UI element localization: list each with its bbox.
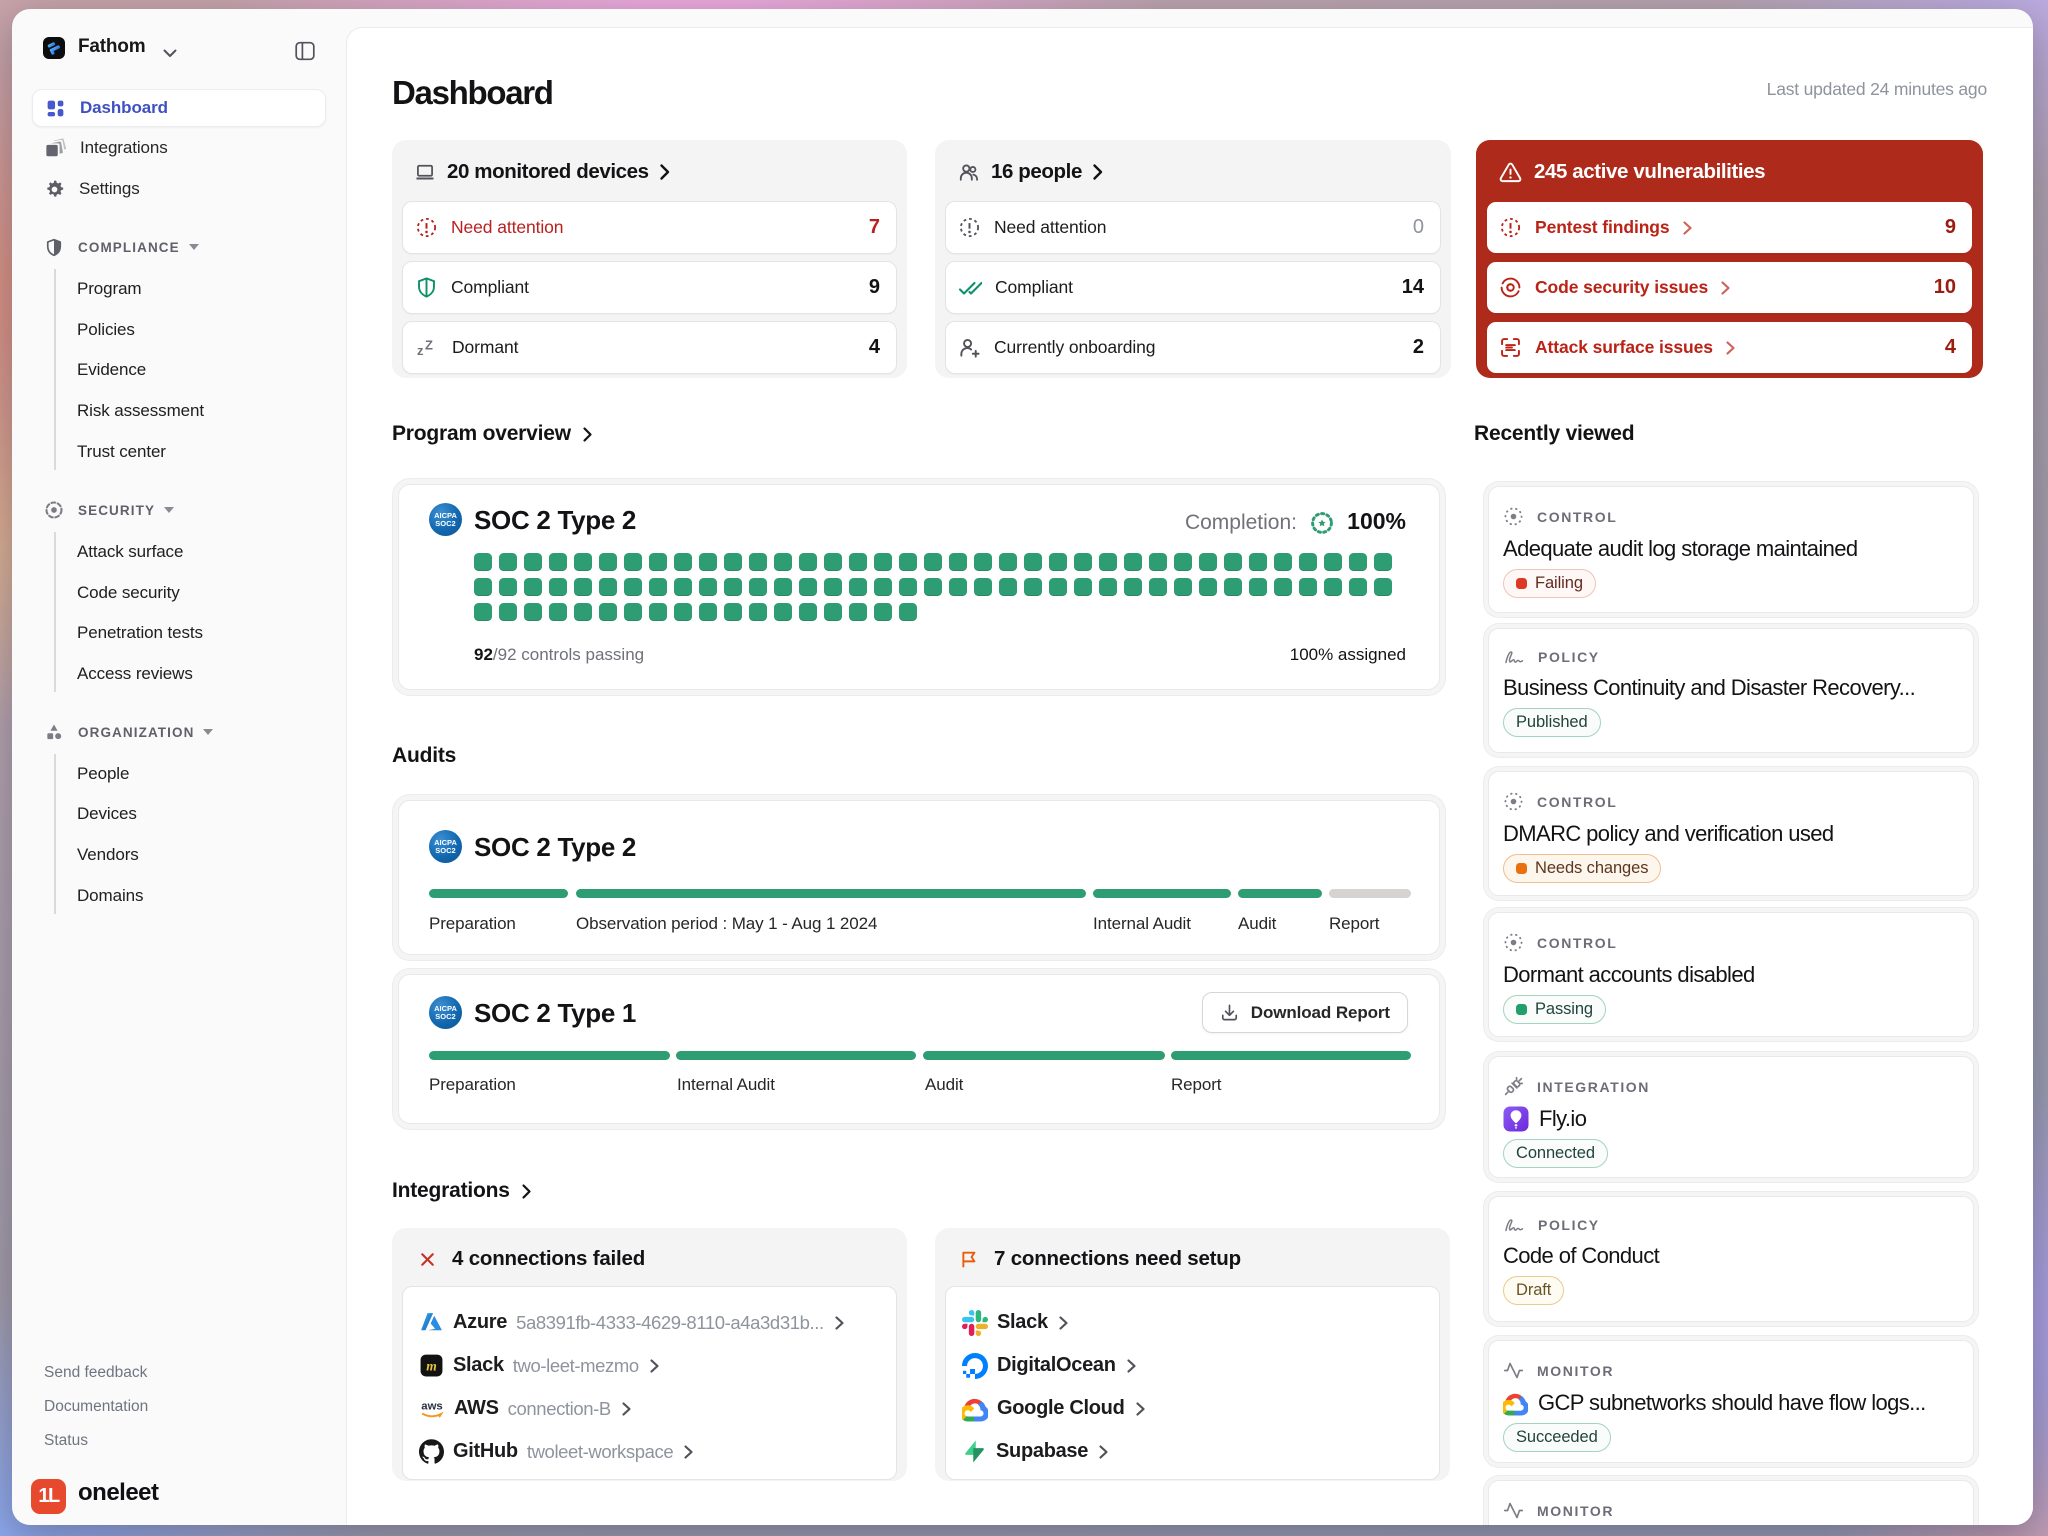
svg-text:z: z [417, 343, 424, 358]
svg-text:aws: aws [421, 1400, 442, 1412]
svg-text:m: m [426, 1359, 437, 1374]
svg-text:Z: Z [425, 337, 433, 352]
